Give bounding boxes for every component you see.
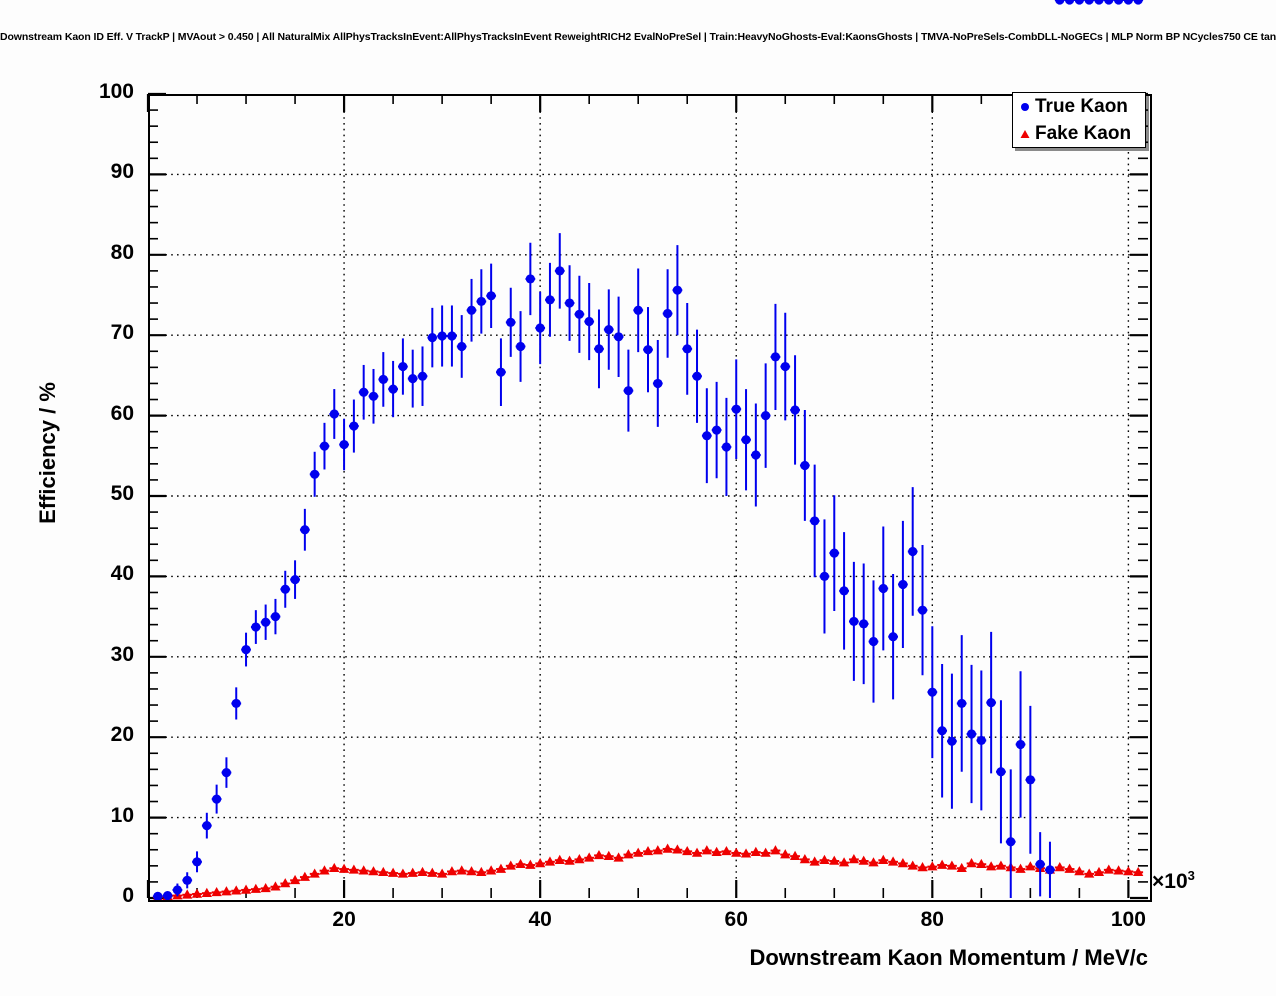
x-axis-multiplier-exponent: 3 — [1187, 868, 1195, 883]
x-axis-multiplier: ×103 — [1152, 868, 1195, 894]
y-tick-label: 20 — [110, 723, 134, 747]
x-axis-multiplier-base: ×10 — [1152, 870, 1188, 893]
y-tick-label: 90 — [110, 160, 134, 184]
series-fake-kaon — [152, 843, 1144, 901]
legend-label-fake-kaon: Fake Kaon — [1035, 122, 1132, 144]
y-tick-label: 30 — [110, 642, 134, 666]
y-tick-label: 0 — [122, 884, 134, 907]
legend: True Kaon Fake Kaon — [1012, 92, 1146, 148]
y-tick-label: 80 — [110, 240, 134, 264]
legend-label-true-kaon: True Kaon — [1035, 95, 1128, 117]
y-tick-label: 50 — [110, 482, 134, 505]
plot-title: Downstream Kaon ID Eff. V TrackP | MVAou… — [0, 31, 1276, 43]
y-tick-label: 100 — [98, 80, 134, 103]
x-tick-label: 80 — [920, 908, 944, 931]
legend-triangle-marker-icon — [1020, 129, 1030, 138]
y-tick-label: 60 — [110, 401, 134, 425]
legend-entry-true-kaon: True Kaon — [1013, 93, 1145, 120]
series-true-kaon — [152, 0, 1144, 901]
y-axis-title: Efficiency / % — [35, 382, 60, 524]
y-tick-label: 70 — [110, 321, 134, 345]
legend-circle-marker-icon — [1021, 102, 1029, 111]
x-tick-label: 20 — [332, 908, 356, 931]
plot-frame — [148, 94, 1152, 902]
x-axis-title: Downstream Kaon Momentum / MeV/c — [749, 945, 1148, 970]
x-tick-label: 40 — [528, 908, 552, 931]
x-tick-label: 100 — [1110, 908, 1146, 931]
y-tick-label: 40 — [110, 562, 134, 586]
y-tick-label: 10 — [110, 803, 134, 827]
x-tick-label: 60 — [724, 908, 748, 931]
legend-entry-fake-kaon: Fake Kaon — [1013, 120, 1145, 147]
